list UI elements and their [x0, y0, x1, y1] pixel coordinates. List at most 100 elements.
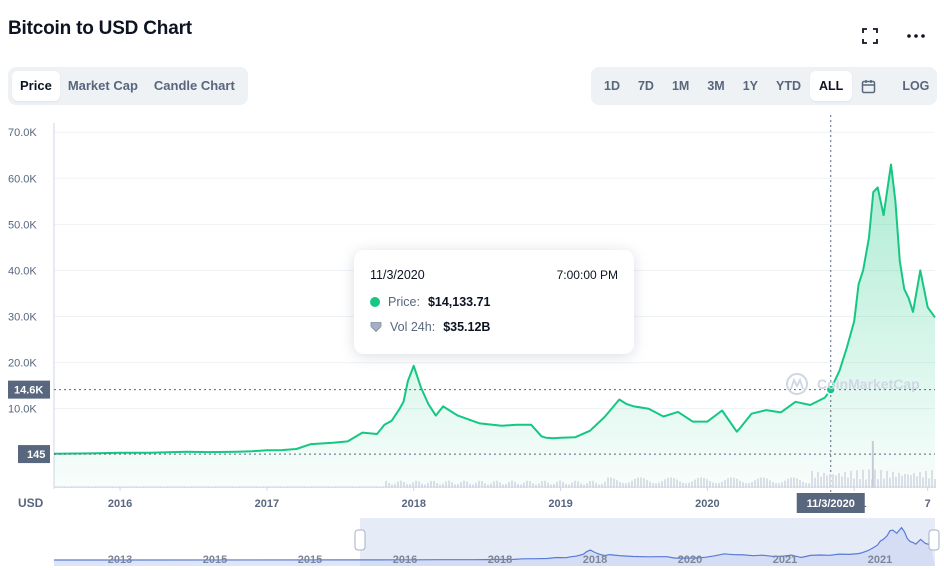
volume-bar [673, 478, 675, 488]
volume-bar [598, 484, 600, 488]
calendar-icon[interactable] [852, 71, 885, 101]
volume-bar [910, 475, 912, 488]
volume-bar [421, 483, 423, 488]
volume-bar [562, 481, 564, 488]
volume-bar [724, 479, 726, 488]
x-tick-label: 2020 [695, 498, 719, 510]
volume-bar [838, 473, 840, 488]
volume-bar [409, 484, 411, 488]
volume-bar [424, 484, 426, 488]
range-1m[interactable]: 1M [671, 79, 690, 93]
volume-bar [646, 479, 648, 488]
volume-bar [784, 480, 786, 488]
volume-bar [607, 477, 609, 488]
volume-bar [739, 480, 741, 488]
tooltip-price-label: Price: [388, 295, 420, 309]
x-tick-label: 2017 [255, 498, 279, 510]
tooltip-price-value: $14,133.71 [427, 295, 491, 309]
volume-bar [577, 481, 579, 488]
volume-bar [874, 469, 876, 488]
range-all[interactable]: ALL [810, 71, 853, 101]
volume-bar [694, 479, 696, 488]
page-title: Bitcoin to USD Chart [8, 18, 192, 39]
volume-bar [523, 482, 525, 488]
volume-bar [823, 472, 825, 488]
volume-bar [907, 474, 909, 488]
tooltip-date: 11/3/2020 [370, 268, 425, 282]
baseline-label-bg [18, 445, 50, 464]
range-1d[interactable]: 1D [604, 79, 620, 93]
volume-bar [715, 483, 717, 488]
volume-bar [457, 484, 459, 488]
volume-bar [766, 478, 768, 488]
navigator-year-label: 2015 [203, 554, 227, 566]
volume-bar [592, 480, 594, 488]
volume-bar [583, 484, 585, 488]
volume-bar [931, 470, 933, 488]
more-icon[interactable] [906, 26, 926, 46]
range-1y[interactable]: 1Y [742, 79, 759, 93]
tab-price[interactable]: Price [12, 71, 60, 101]
volume-bar [733, 477, 735, 488]
volume-bar [796, 478, 798, 488]
volume-bar [742, 482, 744, 488]
volume-bar [868, 469, 870, 488]
tab-candle-chart[interactable]: Candle Chart [153, 78, 235, 93]
volume-bar [829, 474, 831, 488]
fullscreen-icon[interactable] [860, 26, 880, 46]
volume-bar [472, 484, 474, 488]
x-axis-title: USD [18, 496, 44, 510]
volume-bar [475, 482, 477, 488]
volume-bar [880, 470, 882, 488]
volume-bar [928, 478, 930, 488]
x-tick-label: 2018 [401, 498, 425, 510]
volume-bar [790, 477, 792, 488]
volume-bar [658, 482, 660, 488]
volume-bar [595, 482, 597, 488]
range-7d[interactable]: 7D [637, 79, 654, 93]
volume-bar [604, 481, 606, 488]
range-ytd[interactable]: YTD [776, 79, 802, 93]
volume-bar [541, 481, 543, 488]
volume-bar [667, 477, 669, 488]
volume-bar [778, 483, 780, 488]
volume-bar [703, 477, 705, 488]
volume-bar [769, 480, 771, 488]
volume-bar [640, 477, 642, 488]
price-dot-icon [370, 297, 380, 307]
volume-bar [775, 483, 777, 488]
volume-bar [886, 470, 888, 488]
volume-bar [856, 470, 858, 488]
volume-bar [544, 480, 546, 488]
volume-bar [556, 481, 558, 488]
price-area [54, 164, 935, 487]
volume-bar [574, 480, 576, 488]
x-tick-label: 7 [925, 498, 931, 510]
volume-bar [793, 477, 795, 488]
coinmarketcap-logo-icon [786, 373, 808, 395]
volume-bar [388, 482, 390, 488]
range-3m[interactable]: 3M [707, 79, 725, 93]
volume-bar [616, 480, 618, 488]
volume-bar [460, 482, 462, 488]
volume-bar [814, 477, 816, 488]
volume-bar [691, 481, 693, 488]
volume-bar [487, 484, 489, 488]
crosshair-x-label: 11/3/2020 [807, 498, 855, 510]
volume-bar [847, 477, 849, 488]
navigator-year-label: 2021 [773, 554, 797, 566]
x-tick-label: 2016 [108, 498, 132, 510]
volume-bar [463, 480, 465, 488]
volume-bar [448, 480, 450, 488]
log-toggle[interactable]: LOG [902, 79, 930, 93]
volume-bar [805, 483, 807, 488]
volume-bar [496, 480, 498, 488]
volume-bar [547, 482, 549, 488]
volume-bar [664, 479, 666, 488]
volume-bar [451, 482, 453, 488]
volume-bar [877, 479, 879, 488]
volume-bar [919, 471, 921, 488]
volume-bar [478, 480, 480, 488]
price-chart[interactable]: 10.0K 20.0K 30.0K 40.0K 50.0K 60.0K 70.0K 145 14… [0, 110, 944, 570]
tab-market-cap[interactable]: Market Cap [67, 78, 138, 93]
